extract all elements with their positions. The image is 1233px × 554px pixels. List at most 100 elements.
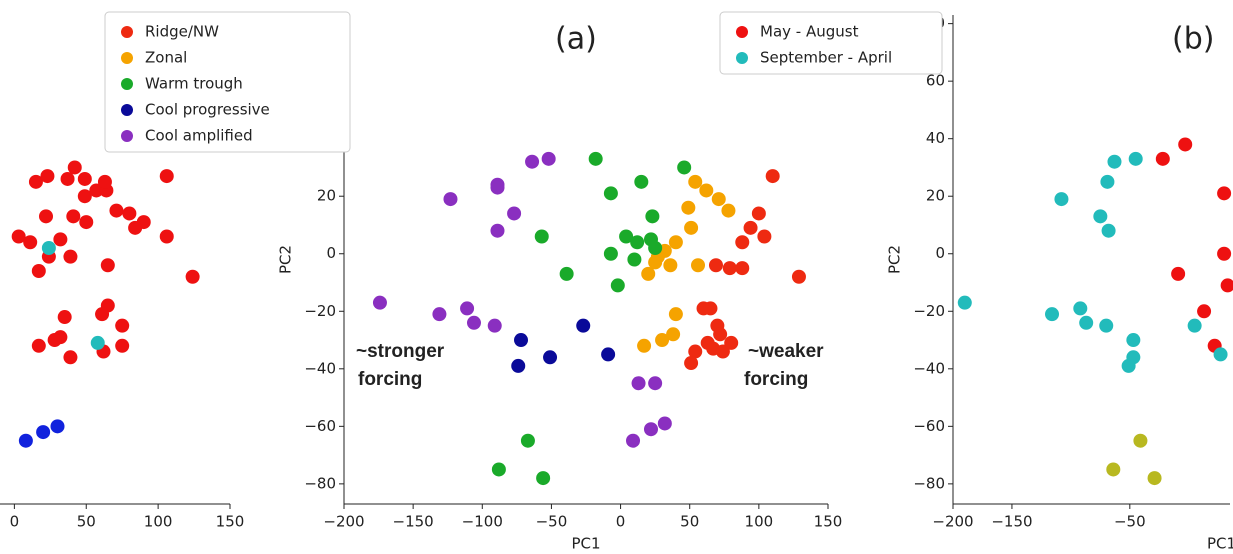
point <box>23 235 38 250</box>
panel-title: (b) <box>1172 22 1214 57</box>
point <box>724 335 739 350</box>
point <box>159 169 174 184</box>
point <box>1155 151 1170 166</box>
x-tick-label: 50 <box>680 513 699 531</box>
point <box>443 192 458 207</box>
x-tick-label: 100 <box>144 513 173 531</box>
point <box>487 318 502 333</box>
point <box>491 462 506 477</box>
point <box>735 235 750 250</box>
point <box>41 240 56 255</box>
point <box>36 425 51 440</box>
point <box>100 258 115 273</box>
legend-marker <box>736 26 748 38</box>
point <box>648 376 663 391</box>
point <box>95 307 110 322</box>
point <box>708 258 723 273</box>
point <box>645 209 660 224</box>
point <box>1217 246 1232 261</box>
x-tick-label: −50 <box>1114 513 1146 531</box>
point <box>159 229 174 244</box>
point <box>1121 358 1136 373</box>
point <box>1128 151 1143 166</box>
point <box>1126 333 1141 348</box>
x-tick-label: −50 <box>536 513 568 531</box>
point <box>588 151 603 166</box>
y-tick-label: 0 <box>935 244 945 262</box>
y-axis-label: PC2 <box>277 245 295 274</box>
point <box>1217 186 1232 201</box>
point <box>681 200 696 215</box>
point <box>576 318 591 333</box>
point <box>109 203 124 218</box>
point <box>688 174 703 189</box>
point <box>1133 433 1148 448</box>
point <box>1220 278 1233 293</box>
point <box>643 422 658 437</box>
point <box>699 183 714 198</box>
legend-label: Warm trough <box>145 75 243 93</box>
point <box>1187 318 1202 333</box>
legend-marker <box>736 52 748 64</box>
y-tick-label: −80 <box>304 474 336 492</box>
legend-box <box>719 11 943 75</box>
point <box>66 209 81 224</box>
point <box>47 333 62 348</box>
point <box>185 269 200 284</box>
legend-label: September - April <box>760 49 892 67</box>
point <box>631 376 646 391</box>
point <box>63 350 78 365</box>
point <box>668 235 683 250</box>
point <box>31 338 46 353</box>
legend-marker <box>121 52 133 64</box>
point <box>18 433 33 448</box>
point <box>525 154 540 169</box>
point <box>677 160 692 175</box>
point <box>610 278 625 293</box>
panel: 0 50 100 150 <box>0 160 244 531</box>
point <box>77 171 92 186</box>
y-tick-label: 40 <box>926 129 945 147</box>
point <box>490 180 505 195</box>
point <box>691 258 706 273</box>
annotation: ~weaker <box>748 341 824 362</box>
point <box>432 307 447 322</box>
x-tick-label: −200 <box>932 513 973 531</box>
point <box>657 416 672 431</box>
point <box>751 206 766 221</box>
legend-marker <box>121 130 133 142</box>
point <box>1093 209 1108 224</box>
legend-label: Cool progressive <box>145 101 270 119</box>
point <box>1107 154 1122 169</box>
point <box>648 240 663 255</box>
point <box>1101 223 1116 238</box>
point <box>39 209 53 224</box>
point <box>559 266 574 281</box>
point <box>791 269 806 284</box>
point <box>603 246 618 261</box>
point <box>1079 315 1094 330</box>
legend-marker <box>121 26 133 38</box>
x-axis-label: PC1 <box>1207 535 1233 553</box>
point <box>40 169 55 184</box>
point <box>721 203 736 218</box>
point <box>634 174 649 189</box>
point <box>128 220 143 235</box>
point <box>507 206 522 221</box>
y-tick-label: −60 <box>913 417 945 435</box>
x-tick-label: 50 <box>77 513 96 531</box>
point <box>1213 347 1228 362</box>
x-tick-label: 100 <box>745 513 774 531</box>
point <box>511 358 526 373</box>
point <box>1178 137 1193 152</box>
point <box>630 235 645 250</box>
point <box>666 327 681 342</box>
point <box>1099 318 1114 333</box>
y-tick-label: −60 <box>304 417 336 435</box>
point <box>89 183 104 198</box>
point <box>31 264 46 279</box>
point <box>641 266 656 281</box>
point <box>534 229 549 244</box>
point <box>619 229 634 244</box>
point <box>711 192 726 207</box>
